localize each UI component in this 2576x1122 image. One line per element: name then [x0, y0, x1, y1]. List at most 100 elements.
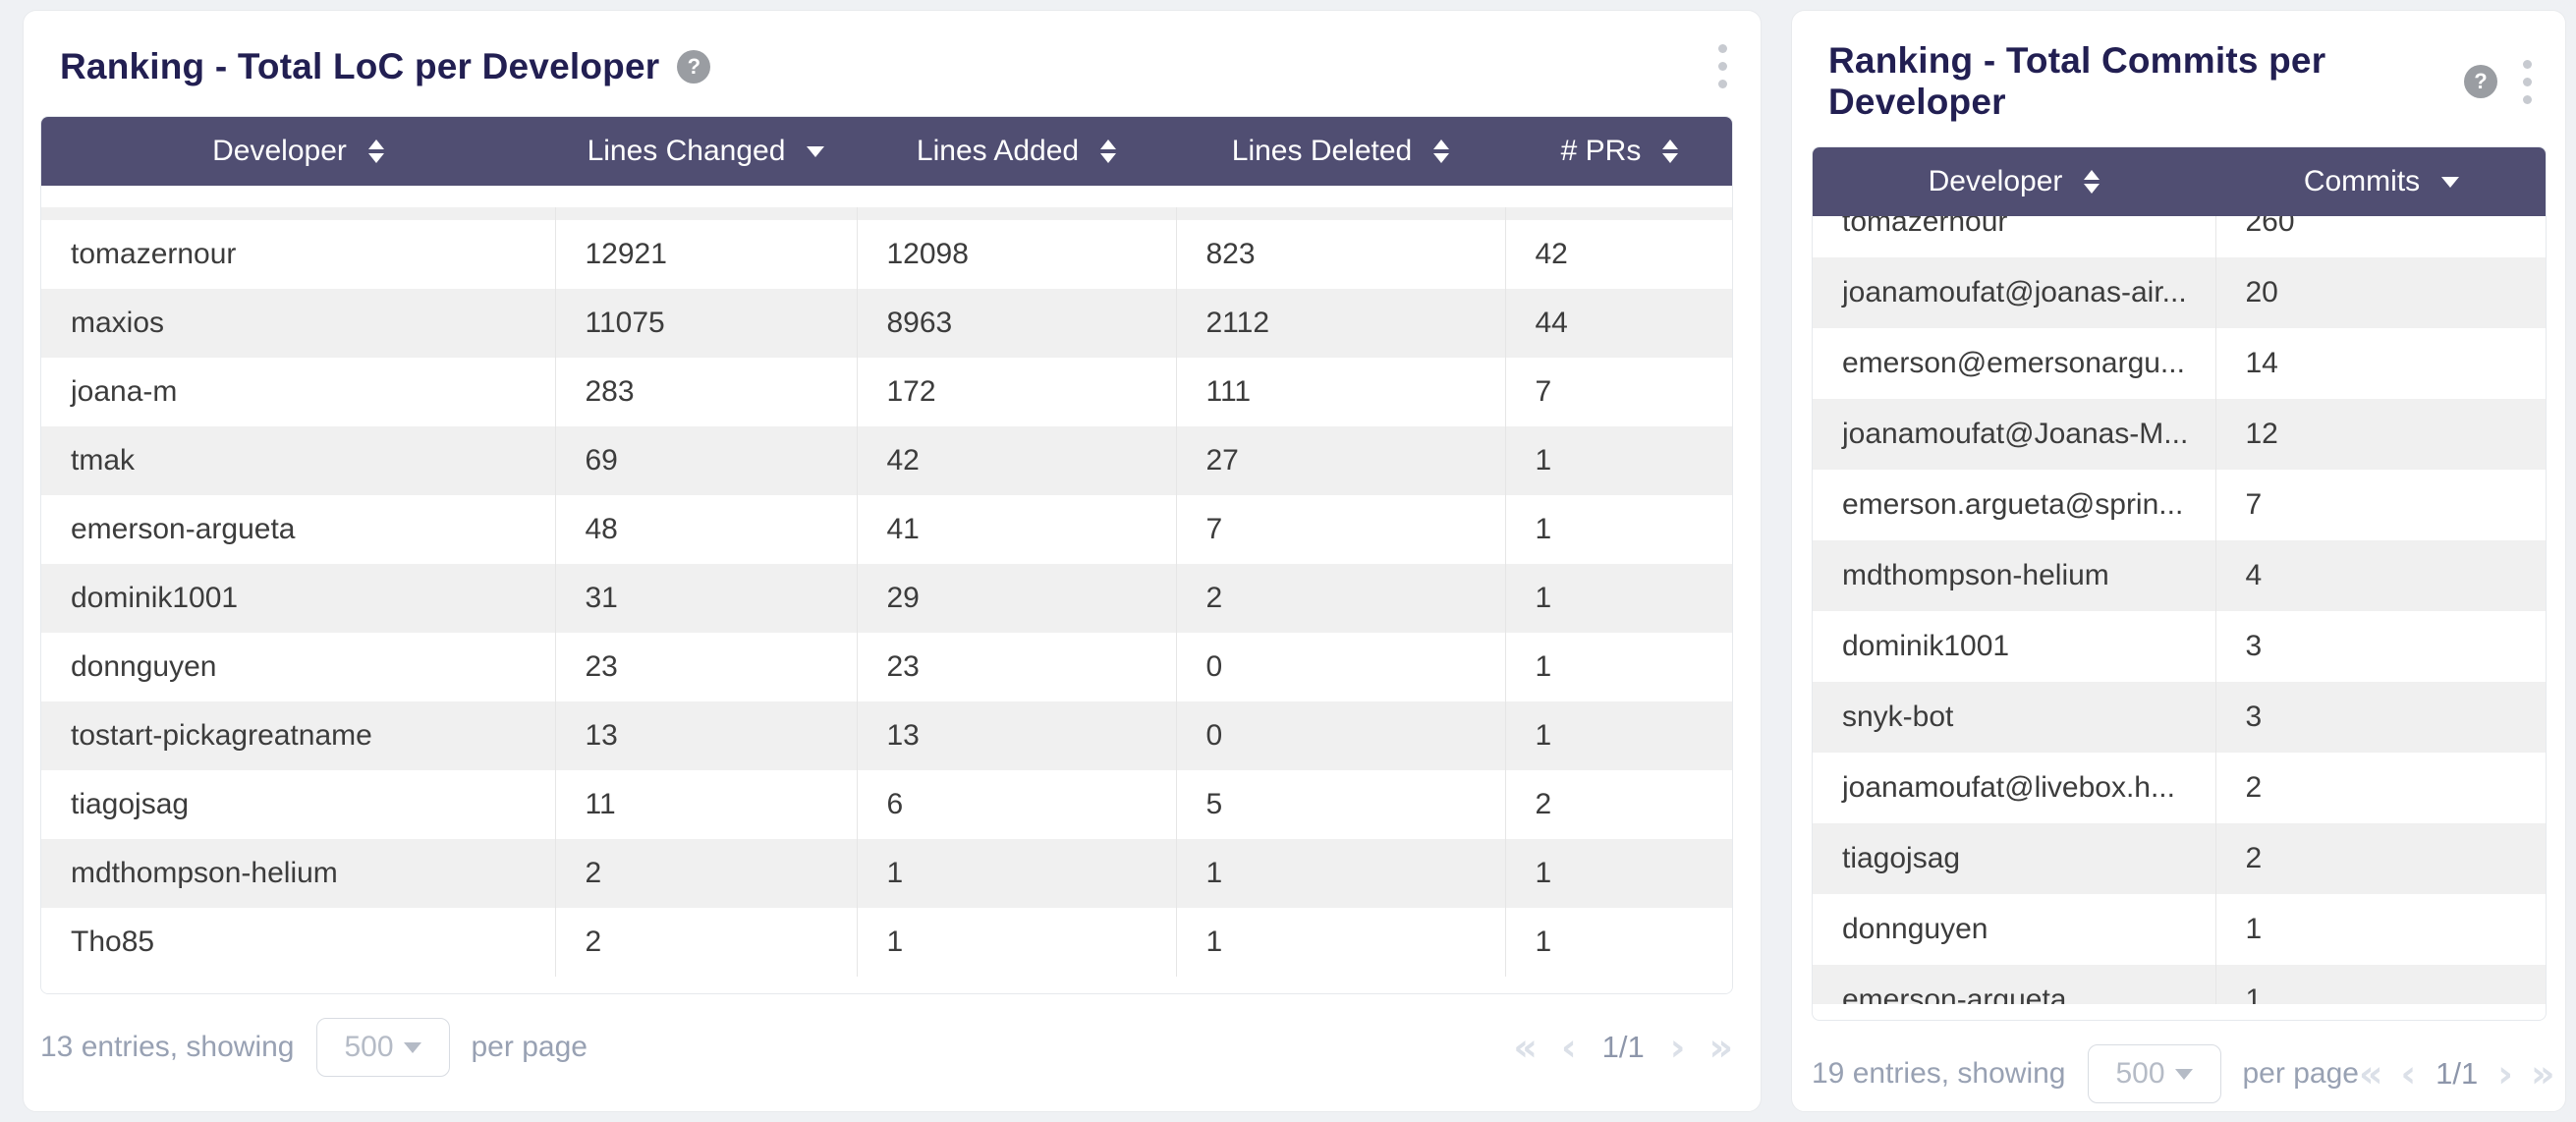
value-cell: 23 — [554, 633, 857, 701]
column-label: # PRs — [1560, 135, 1642, 167]
developer-cell: joanamoufat@Joanas-M... — [1842, 418, 2189, 450]
next-page-button[interactable]: › — [2497, 1052, 2513, 1095]
ranking-table-header: Developer Commits — [1813, 147, 2546, 216]
developer-cell: donnguyen — [1842, 913, 1988, 945]
table-body-scroll-area[interactable]: tomazernour 12921 12098 823 42 maxios 11075 896… — [41, 186, 1732, 993]
table-row: tomazernour 260 — [1813, 216, 2546, 257]
value-cell: 2112 — [1175, 289, 1505, 358]
table-row: tostart-pickagreatname 13 13 0 1 — [41, 701, 1732, 770]
value-cell: 1 — [1504, 633, 1732, 701]
ranking-table-header: Developer Lines Changed Lines Added Lines D… — [41, 117, 1732, 186]
value-cell: 7 — [1504, 358, 1732, 426]
value-cell: 1 — [1504, 701, 1732, 770]
table-row: tiagojsag 2 — [1813, 823, 2546, 894]
next-page-button[interactable]: › — [1669, 1026, 1686, 1069]
table-row: donnguyen 1 — [1813, 894, 2546, 965]
column-label: Developer — [212, 135, 347, 167]
column-header-lines-changed[interactable]: Lines Changed — [555, 117, 857, 186]
column-header-lines-added[interactable]: Lines Added — [857, 117, 1176, 186]
value-cell: 1 — [1504, 495, 1732, 564]
value-cell: 260 — [2214, 216, 2546, 257]
page-size-value: 500 — [344, 1031, 394, 1063]
column-header-lines-deleted[interactable]: Lines Deleted — [1176, 117, 1505, 186]
page-indicator: 1/1 — [1601, 1030, 1645, 1064]
value-cell: 12098 — [856, 220, 1176, 289]
column-header-developer[interactable]: Developer — [1813, 147, 2215, 216]
first-page-button[interactable]: « — [1513, 1026, 1538, 1069]
kebab-menu-icon[interactable] — [1710, 40, 1735, 92]
value-cell: 7 — [2214, 470, 2546, 540]
column-label: Commits — [2303, 165, 2421, 197]
header-row: Developer Commits — [1813, 147, 2546, 216]
table-row: snyk-bot 3 — [1813, 682, 2546, 753]
last-page-button[interactable]: » — [1708, 1026, 1733, 1069]
help-icon[interactable]: ? — [677, 49, 711, 84]
developer-cell: emerson-argueta — [1842, 983, 2067, 1004]
value-cell: 41 — [856, 495, 1176, 564]
column-label: Lines Added — [916, 135, 1080, 167]
column-header-developer[interactable]: Developer — [41, 117, 555, 186]
page-size-select[interactable]: 500 — [315, 1018, 450, 1077]
value-cell: 11 — [554, 770, 857, 839]
table-row: joanamoufat@livebox.h... 2 — [1813, 753, 2546, 823]
value-cell: 2 — [2214, 823, 2546, 894]
sort-both-icon — [1100, 140, 1117, 163]
developer-cell: donnguyen — [71, 650, 217, 683]
entries-count-text: 19 entries, showing — [1812, 1057, 2066, 1090]
value-cell: 11075 — [554, 289, 857, 358]
kebab-menu-icon[interactable] — [2515, 56, 2540, 108]
ranking-table-body: tomazernour 12921 12098 823 42 maxios 11075 896… — [41, 207, 1732, 977]
value-cell: 1 — [1504, 839, 1732, 908]
sort-both-icon — [1662, 140, 1679, 163]
sort-both-icon — [1433, 140, 1450, 163]
column-label: Developer — [1928, 165, 2063, 197]
table-row: tmak 69 42 27 1 — [41, 426, 1732, 495]
table-body-scroll-area[interactable]: tomazernour 260 joanamoufat@joanas-air... 2… — [1813, 216, 2546, 1004]
value-cell: 69 — [554, 426, 857, 495]
developer-cell: maxios — [71, 307, 165, 339]
value-cell: 0 — [1175, 633, 1505, 701]
table-row: tomazernour 12921 12098 823 42 — [41, 220, 1732, 289]
column-label: Lines Deleted — [1231, 135, 1413, 167]
entries-count-text: 13 entries, showing — [40, 1031, 295, 1063]
value-cell: 1 — [1175, 908, 1505, 977]
sort-both-icon — [2084, 170, 2100, 194]
per-page-text: per page — [2242, 1057, 2359, 1090]
sort-both-icon — [367, 140, 384, 163]
table-row: mdthompson-helium 4 — [1813, 540, 2546, 611]
value-cell: 6 — [856, 770, 1176, 839]
card-title: Ranking - Total LoC per Developer — [60, 45, 660, 86]
developer-cell: joanamoufat@livebox.h... — [1842, 771, 2175, 804]
value-cell: 13 — [856, 701, 1176, 770]
card-title: Ranking - Total Commits per Developer — [1828, 40, 2326, 122]
value-cell: 12 — [2214, 399, 2546, 470]
first-page-button[interactable]: « — [2358, 1052, 2383, 1095]
clipped-row-sliver — [41, 186, 1732, 207]
table-footer: 19 entries, showing 500 per page « ‹ 1/1… — [1812, 1044, 2555, 1103]
help-icon[interactable]: ? — [2464, 65, 2497, 98]
previous-page-button[interactable]: ‹ — [2400, 1052, 2417, 1095]
page-size-select[interactable]: 500 — [2087, 1044, 2221, 1103]
column-header-commits[interactable]: Commits — [2215, 147, 2546, 216]
value-cell: 1 — [1175, 839, 1505, 908]
ranking-table-body: tomazernour 260 joanamoufat@joanas-air... 2… — [1813, 216, 2546, 1004]
table-row: emerson-argueta 48 41 7 1 — [41, 495, 1732, 564]
chevron-down-icon — [403, 1041, 421, 1053]
developer-cell: joanamoufat@joanas-air... — [1842, 276, 2187, 309]
column-header--prs[interactable]: # PRs — [1505, 117, 1732, 186]
developer-cell: dominik1001 — [1842, 630, 2010, 662]
developer-cell: tiagojsag — [1842, 842, 1961, 874]
column-label: Lines Changed — [587, 135, 786, 167]
value-cell: 29 — [856, 564, 1176, 633]
developer-cell: tomazernour — [71, 238, 237, 270]
last-page-button[interactable]: » — [2530, 1052, 2555, 1095]
commits-ranking-card: Ranking - Total Commits per Developer ? … — [1791, 10, 2566, 1112]
table-row: dominik1001 31 29 2 1 — [41, 564, 1732, 633]
per-page-text: per page — [471, 1031, 588, 1063]
developer-cell: mdthompson-helium — [71, 857, 338, 889]
previous-page-button[interactable]: ‹ — [1560, 1026, 1577, 1069]
developer-cell: tmak — [71, 444, 136, 477]
value-cell: 1 — [1504, 908, 1732, 977]
value-cell: 4 — [2214, 540, 2546, 611]
value-cell: 3 — [2214, 611, 2546, 682]
